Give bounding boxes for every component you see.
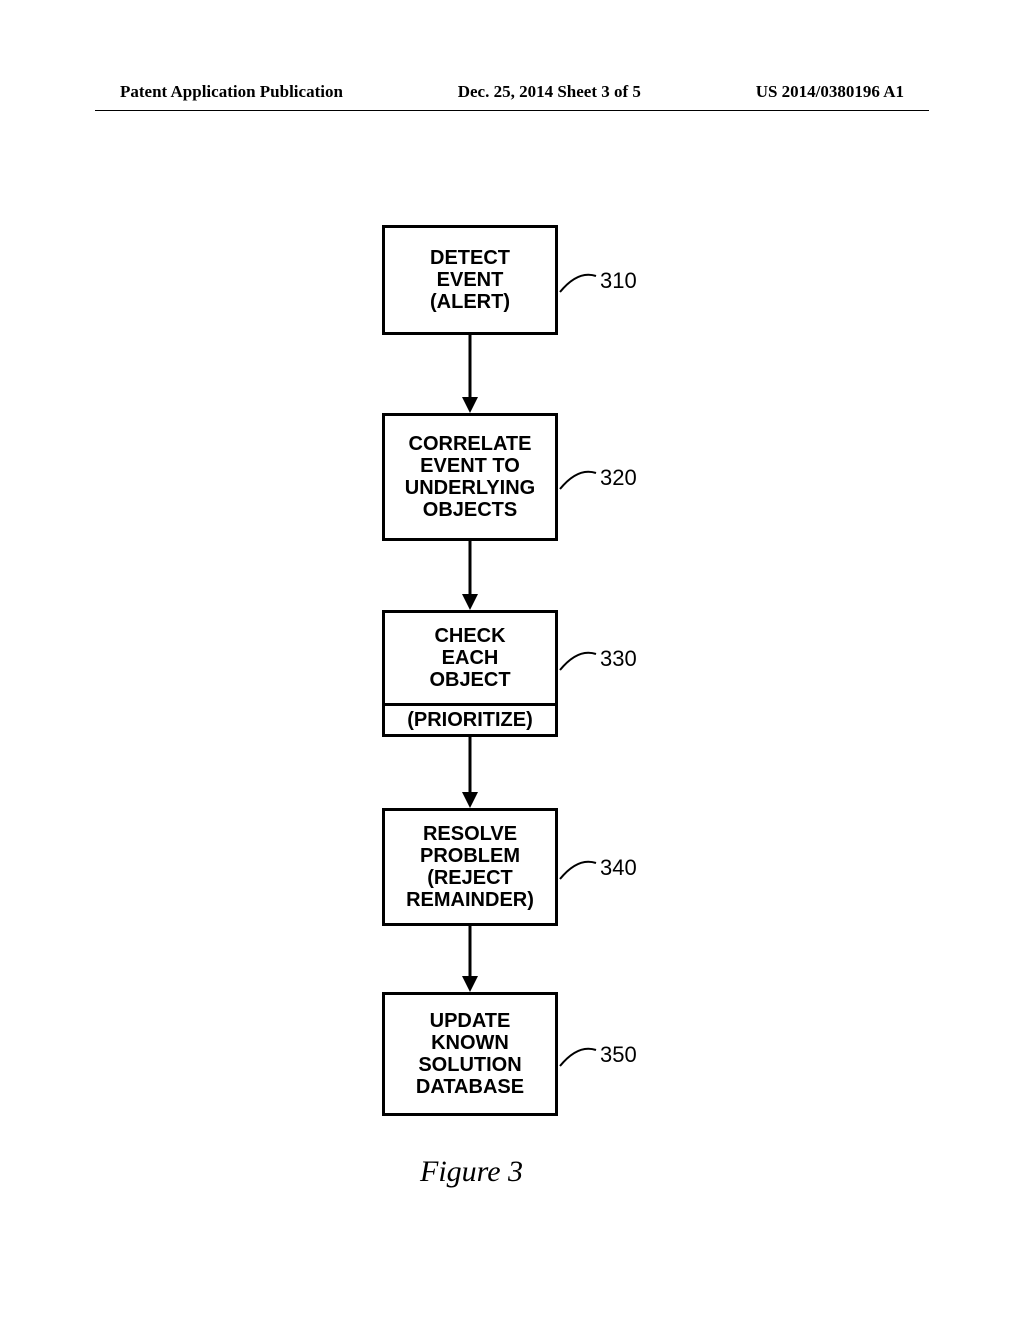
flow-arrow xyxy=(455,541,485,610)
flow-node-text: KNOWN xyxy=(431,1032,509,1054)
flow-node-text: UNDERLYING xyxy=(405,477,535,499)
flow-node-text: PROBLEM xyxy=(420,845,520,867)
flow-node-text: (ALERT) xyxy=(430,291,510,313)
flow-node-text: (PRIORITIZE) xyxy=(407,709,533,731)
ref-leader-340 xyxy=(556,859,600,883)
ref-label-330: 330 xyxy=(600,646,637,672)
flow-node-text: EACH xyxy=(442,647,499,669)
flow-node-text: OBJECTS xyxy=(423,499,517,521)
flow-node-text: UPDATE xyxy=(430,1010,511,1032)
flow-arrow xyxy=(455,926,485,992)
flow-node-text: CORRELATE xyxy=(409,433,532,455)
page: Patent Application Publication Dec. 25, … xyxy=(0,0,1024,1320)
flow-node-text: SOLUTION xyxy=(418,1054,521,1076)
ref-label-320: 320 xyxy=(600,465,637,491)
flow-node-text: DATABASE xyxy=(416,1076,524,1098)
flow-node-text: (REJECT xyxy=(427,867,513,889)
ref-label-340: 340 xyxy=(600,855,637,881)
flow-node-text: EVENT TO xyxy=(420,455,520,477)
flow-node-320: CORRELATEEVENT TOUNDERLYINGOBJECTS xyxy=(382,413,558,541)
flow-node-330: CHECKEACHOBJECT xyxy=(382,610,558,706)
flow-node-text: OBJECT xyxy=(429,669,510,691)
ref-leader-320 xyxy=(556,469,600,493)
ref-label-310: 310 xyxy=(600,268,637,294)
header-rule xyxy=(95,110,929,111)
header-right: US 2014/0380196 A1 xyxy=(756,82,904,102)
flow-node-text: DETECT xyxy=(430,247,510,269)
ref-label-350: 350 xyxy=(600,1042,637,1068)
flow-arrow xyxy=(455,737,485,808)
page-header: Patent Application Publication Dec. 25, … xyxy=(0,82,1024,102)
flow-node-text: CHECK xyxy=(434,625,505,647)
header-left: Patent Application Publication xyxy=(120,82,343,102)
flow-arrow xyxy=(455,335,485,413)
flow-node-text: RESOLVE xyxy=(423,823,517,845)
flow-node-310: DETECTEVENT(ALERT) xyxy=(382,225,558,335)
flow-node-text: REMAINDER) xyxy=(406,889,534,911)
ref-leader-310 xyxy=(556,272,600,296)
flow-node-350: UPDATEKNOWNSOLUTIONDATABASE xyxy=(382,992,558,1116)
flow-node-text: EVENT xyxy=(437,269,504,291)
header-mid: Dec. 25, 2014 Sheet 3 of 5 xyxy=(458,82,641,102)
ref-leader-330 xyxy=(556,650,600,674)
ref-leader-350 xyxy=(556,1046,600,1070)
flow-node-330-sub: (PRIORITIZE) xyxy=(382,703,558,737)
flow-node-340: RESOLVEPROBLEM(REJECTREMAINDER) xyxy=(382,808,558,926)
figure-caption: Figure 3 xyxy=(420,1155,523,1189)
